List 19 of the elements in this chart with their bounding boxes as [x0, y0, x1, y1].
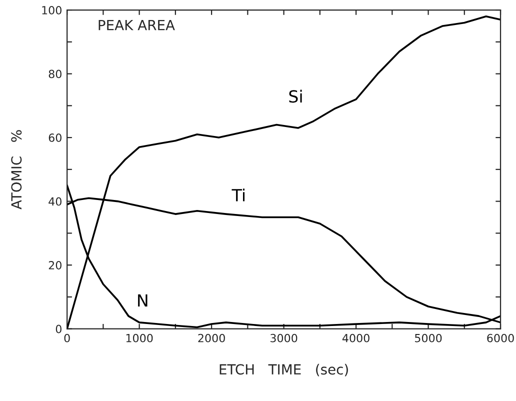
- series-label: N: [138, 294, 148, 307]
- x-axis-title: ETCH TIME (sec): [220, 364, 348, 376]
- y-axis-title: ATOMIC %: [11, 130, 22, 210]
- x-tick-label: 0: [64, 334, 70, 342]
- y-tick-label: 0: [56, 324, 62, 334]
- x-tick-label: 2000: [198, 334, 225, 342]
- x-tick-label: 6000: [487, 334, 514, 342]
- y-tick-label: 20: [48, 261, 62, 270]
- x-tick-label: 5000: [415, 334, 442, 342]
- y-tick-label: 40: [48, 197, 62, 206]
- y-tick-label: 100: [42, 6, 62, 14]
- annotation: PEAK AREA: [98, 20, 175, 30]
- y-tick-label: 60: [48, 134, 62, 142]
- x-tick-label: 4000: [342, 334, 370, 342]
- y-tick-label: 80: [48, 70, 62, 78]
- series-label: Si: [289, 90, 302, 103]
- x-tick-label: 3000: [270, 334, 298, 342]
- series-label: Ti: [232, 188, 245, 202]
- x-tick-label: 1000: [126, 334, 153, 342]
